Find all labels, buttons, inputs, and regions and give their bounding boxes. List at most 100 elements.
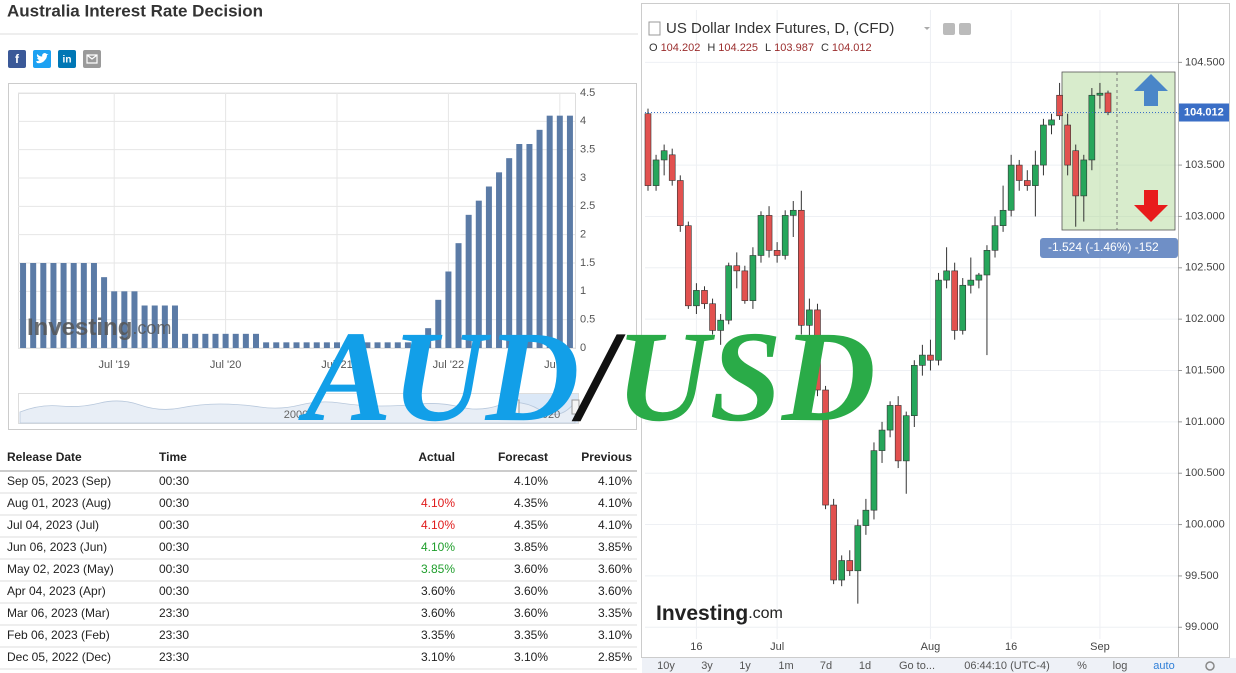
bar bbox=[192, 333, 199, 348]
table-cell: 00:30 bbox=[159, 562, 189, 576]
ohlc-label: H bbox=[707, 42, 715, 54]
candle-body bbox=[1015, 164, 1023, 181]
bar bbox=[546, 115, 553, 349]
settings-gear[interactable] bbox=[1205, 661, 1215, 671]
y-tick-label: 1 bbox=[580, 285, 586, 297]
last-price-box bbox=[1179, 103, 1229, 122]
table-cell: 3.85% bbox=[598, 540, 632, 554]
table-cell: 3.60% bbox=[514, 562, 548, 576]
candle-body bbox=[870, 450, 878, 511]
toolbar-item[interactable]: auto bbox=[1153, 660, 1174, 672]
candle-body bbox=[1096, 92, 1104, 96]
navigator-handle[interactable] bbox=[511, 399, 520, 415]
bar bbox=[445, 271, 452, 348]
table-cell: 00:30 bbox=[159, 518, 189, 532]
candle-body bbox=[660, 150, 668, 161]
y-tick-label: 1.5 bbox=[580, 257, 595, 269]
toolbar-item[interactable]: 3y bbox=[701, 660, 713, 672]
candle-body bbox=[991, 225, 999, 251]
toolbar-item[interactable]: 1y bbox=[739, 660, 751, 672]
x-tick-label: Aug bbox=[921, 641, 941, 653]
toolbar-item[interactable]: % bbox=[1077, 660, 1087, 672]
candle-body bbox=[1023, 180, 1031, 186]
navigator-handle[interactable] bbox=[571, 399, 580, 415]
overlay-title: AUD/USD bbox=[298, 305, 876, 449]
bar bbox=[384, 342, 391, 348]
last-price-label: 104.012 bbox=[1184, 106, 1224, 118]
table-cell: 4.35% bbox=[514, 496, 548, 510]
close-icon[interactable] bbox=[959, 23, 971, 35]
bar bbox=[556, 115, 563, 349]
facebook-button[interactable] bbox=[8, 50, 26, 68]
bar bbox=[161, 305, 168, 348]
table-cell: 4.10% bbox=[514, 474, 548, 488]
y-tick-label: 3 bbox=[580, 172, 586, 184]
ohlc-value: 104.225 bbox=[718, 42, 758, 54]
bar bbox=[485, 186, 492, 348]
table-cell: 3.60% bbox=[598, 584, 632, 598]
candle-body bbox=[781, 215, 789, 256]
bar bbox=[131, 291, 138, 348]
table-cell: 3.35% bbox=[598, 606, 632, 620]
bar bbox=[394, 342, 401, 348]
candle-body bbox=[1104, 92, 1112, 113]
y-tick-label: 0.5 bbox=[580, 314, 595, 326]
candle-body bbox=[943, 270, 950, 281]
bar-chart: 0 0.5 1 1.5 2 2.5 3 3.5 4 4.5 Jul '19 Jul '20 Jul '2… bbox=[18, 87, 595, 371]
bar bbox=[252, 333, 259, 348]
table-cell: 4.10% bbox=[598, 518, 632, 532]
column-header: Release Date bbox=[7, 450, 82, 464]
bar bbox=[20, 263, 27, 348]
bar bbox=[121, 291, 128, 348]
bar bbox=[151, 305, 158, 348]
page-title: Australia Interest Rate Decision bbox=[7, 1, 263, 20]
table-cell: Apr 04, 2023 (Apr) bbox=[7, 584, 106, 598]
table-cell: 3.10% bbox=[421, 650, 455, 664]
table-cell: 3.60% bbox=[514, 584, 548, 598]
bar bbox=[313, 342, 320, 348]
y-tick-label: 4 bbox=[580, 115, 586, 127]
toolbar-item[interactable]: 10y bbox=[657, 660, 675, 672]
candle-body bbox=[1064, 124, 1071, 166]
column-header: Forecast bbox=[498, 450, 548, 464]
y-tick-label: 100.500 bbox=[1185, 467, 1225, 479]
candle-body bbox=[733, 265, 741, 272]
linkedin-button[interactable] bbox=[58, 50, 76, 68]
bar bbox=[283, 342, 290, 348]
dropdown-icon[interactable] bbox=[924, 27, 930, 30]
bar bbox=[141, 305, 148, 348]
candle-body bbox=[822, 389, 829, 506]
table-cell: 4.10% bbox=[598, 496, 632, 510]
candle-body bbox=[862, 509, 870, 526]
candle-body bbox=[911, 365, 918, 416]
toolbar-item[interactable]: 7d bbox=[820, 660, 832, 672]
toolbar-item[interactable]: 1d bbox=[859, 660, 871, 672]
candle-body bbox=[749, 255, 757, 301]
column-header: Time bbox=[159, 450, 187, 464]
candle-body bbox=[951, 270, 958, 331]
toolbar-item[interactable]: 1m bbox=[778, 660, 793, 672]
bar bbox=[435, 299, 442, 348]
y-tick-label: 2 bbox=[580, 229, 586, 241]
toolbar-item[interactable]: Go to... bbox=[899, 660, 935, 672]
toolbar-items: 10y 3y 1y 1m 7d 1d Go to... 06:44:10 (UTC-4)% lo… bbox=[657, 660, 1175, 672]
bar bbox=[90, 263, 97, 348]
ohlc-label: O bbox=[649, 42, 658, 54]
toolbar-item[interactable]: log bbox=[1113, 660, 1128, 672]
bar bbox=[232, 333, 239, 348]
table-cell: Mar 06, 2023 (Mar) bbox=[7, 606, 110, 620]
bar bbox=[101, 277, 108, 348]
table-cell: 3.60% bbox=[598, 562, 632, 576]
toolbar bbox=[642, 658, 1236, 673]
table-cell: 00:30 bbox=[159, 584, 189, 598]
navigator-label: 2000 bbox=[284, 409, 308, 421]
table-cell: 3.10% bbox=[514, 650, 548, 664]
bar bbox=[50, 263, 57, 348]
down-arrow bbox=[1134, 190, 1168, 222]
table-cell: 00:30 bbox=[159, 474, 189, 488]
settings-icon[interactable] bbox=[943, 23, 955, 35]
candle-body bbox=[999, 209, 1007, 226]
table-cell: 2.85% bbox=[598, 650, 632, 664]
table-cell: Dec 05, 2022 (Dec) bbox=[7, 650, 111, 664]
navigator-series bbox=[19, 400, 576, 424]
